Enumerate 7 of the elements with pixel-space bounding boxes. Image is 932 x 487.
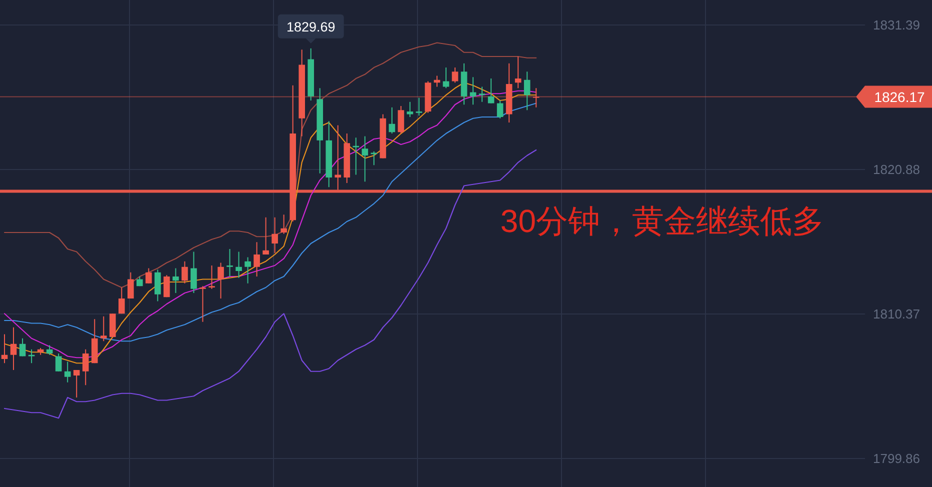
annotation: 1829.69 bbox=[286, 19, 336, 34]
price-tag-label: 1826.17 bbox=[874, 88, 925, 105]
y-tick-label: 1810.37 bbox=[873, 306, 920, 322]
y-tick-label: 1799.86 bbox=[873, 451, 920, 466]
y-tick-label: 1831.39 bbox=[873, 18, 920, 33]
title: 30分钟，黄金继续低多 bbox=[500, 203, 824, 239]
y-tick-label: 1820.88 bbox=[873, 162, 920, 178]
